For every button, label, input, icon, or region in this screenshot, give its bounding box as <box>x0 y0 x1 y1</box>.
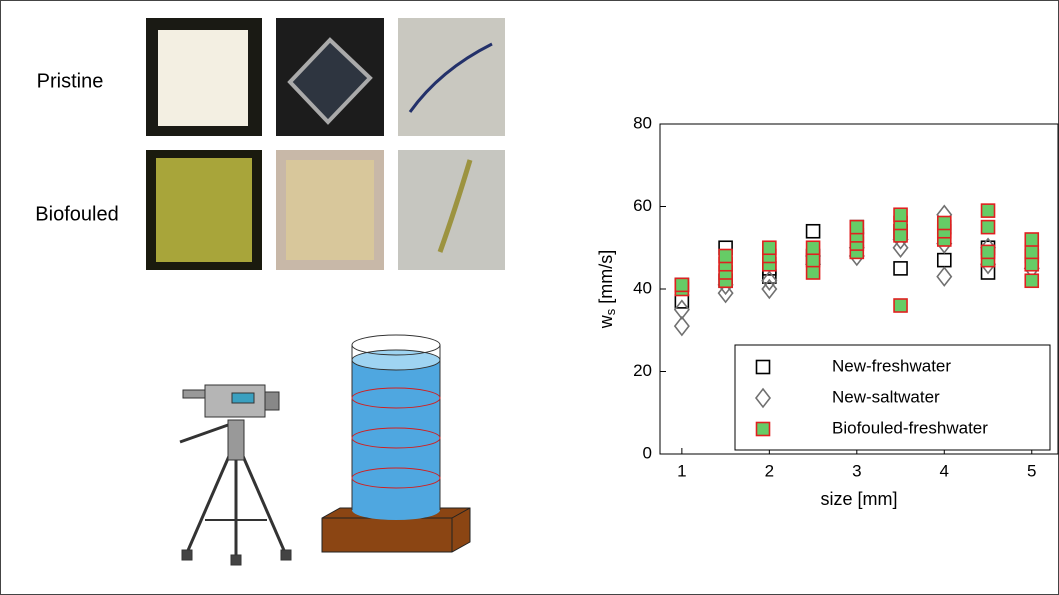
y-tick-label: 60 <box>633 196 652 215</box>
scatter-plot: 0 20 40 60 80 1 2 3 4 5 size [mm] ws [mm/s] New-fres… <box>596 113 1059 509</box>
y-tick-label: 40 <box>633 278 652 297</box>
marker <box>893 228 908 243</box>
y-axis-label: ws [mm/s] <box>596 250 619 330</box>
camera-illustration <box>179 384 292 566</box>
marker <box>1024 273 1040 289</box>
x-tick-label: 4 <box>940 461 949 480</box>
marker <box>805 240 821 256</box>
legend-box <box>734 344 1051 451</box>
marker <box>1024 232 1040 247</box>
marker <box>849 219 865 235</box>
marker <box>936 215 952 231</box>
x-tick-label: 5 <box>1027 461 1036 480</box>
legend-marker <box>754 387 772 409</box>
legend-marker <box>755 421 771 437</box>
marker <box>1024 244 1040 260</box>
legend-label: Biofouled-freshwater <box>832 418 988 437</box>
marker <box>717 282 734 304</box>
y-axis-label-part: w <box>596 314 616 329</box>
marker <box>893 298 908 313</box>
marker <box>980 219 996 235</box>
marker <box>980 244 996 260</box>
x-tick-label: 3 <box>852 461 861 480</box>
marker <box>762 240 777 256</box>
row-label: Biofouled <box>35 203 118 225</box>
x-tick-label: 1 <box>677 461 686 480</box>
marker <box>805 265 821 280</box>
y-tick-label: 80 <box>633 113 652 132</box>
legend-label: New-saltwater <box>832 387 940 406</box>
x-tick-label: 2 <box>765 461 774 480</box>
marker <box>718 248 733 264</box>
marker <box>805 252 821 268</box>
legend-marker <box>755 359 771 375</box>
marker <box>980 203 996 218</box>
photos <box>146 18 505 270</box>
legend-label: New-freshwater <box>832 356 951 375</box>
y-axis-label-part: [mm/s] <box>596 250 616 309</box>
marker <box>674 277 690 293</box>
marker <box>761 270 778 292</box>
tank-illustration <box>321 334 471 553</box>
y-axis-label-part: s <box>603 308 618 315</box>
marker <box>805 223 821 239</box>
y-tick-label: 0 <box>643 443 652 462</box>
x-axis-label: size [mm] <box>820 489 897 509</box>
y-tick-label: 20 <box>633 361 652 380</box>
marker <box>893 261 908 276</box>
marker <box>673 315 690 337</box>
marker <box>761 278 778 300</box>
marker <box>936 266 953 287</box>
marker <box>893 207 908 223</box>
marker <box>892 237 909 259</box>
marker <box>673 299 690 320</box>
marker <box>1024 256 1040 272</box>
row-label: Pristine <box>37 70 104 92</box>
